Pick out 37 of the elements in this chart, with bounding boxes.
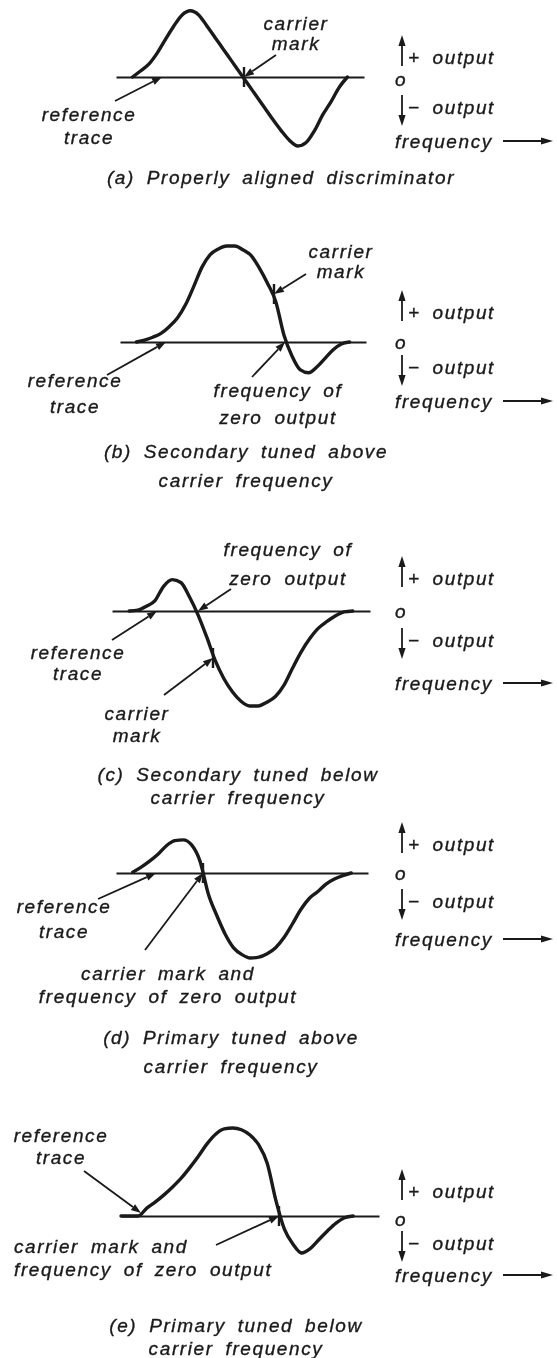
x-axis-title: frequency (395, 928, 493, 950)
text: − output (408, 1232, 495, 1254)
text: − output (408, 629, 495, 651)
text: + output (408, 833, 495, 855)
text: (b) Secondary tuned above carrier frequency (103, 440, 389, 491)
text: o (394, 331, 408, 353)
annotation: reference trace (30, 641, 126, 684)
annotation: frequency of zero output (223, 538, 353, 589)
x-axis-title: frequency (395, 672, 493, 694)
text: carrier mark and frequency of zero output (38, 962, 298, 1007)
text: (a) Properly aligned discriminator (106, 166, 456, 188)
text: + output (408, 1180, 495, 1202)
text: − output (408, 890, 495, 912)
text: reference trace (16, 895, 112, 942)
x-axis-title: frequency (395, 390, 493, 412)
text: o (394, 68, 408, 90)
text: + output (408, 46, 495, 68)
annotation: carrier mark and frequency of zero output (14, 1235, 273, 1280)
text: + output (408, 301, 495, 323)
annotation: reference trace (41, 103, 137, 148)
text: (d) Primary tuned above carrier frequency (103, 1026, 359, 1077)
text: frequency of zero output (213, 379, 343, 428)
annotation: reference trace (27, 369, 123, 417)
annotation: carrier mark (308, 240, 374, 282)
annotation: carrier mark (263, 12, 329, 54)
x-axis-title: frequency (395, 130, 493, 152)
annotation: carrier mark (104, 702, 170, 746)
text: − output (408, 356, 495, 378)
x-axis-title: frequency (395, 1264, 493, 1286)
text: o (394, 862, 408, 884)
text: (e) Primary tuned below carrier frequency (109, 1314, 363, 1358)
text: (c) Secondary tuned below carrier frequency (97, 763, 379, 808)
text: o (394, 600, 408, 622)
text: − output (408, 96, 495, 118)
text: reference trace (13, 1124, 109, 1168)
text: + output (408, 567, 495, 589)
text: o (394, 1208, 408, 1230)
